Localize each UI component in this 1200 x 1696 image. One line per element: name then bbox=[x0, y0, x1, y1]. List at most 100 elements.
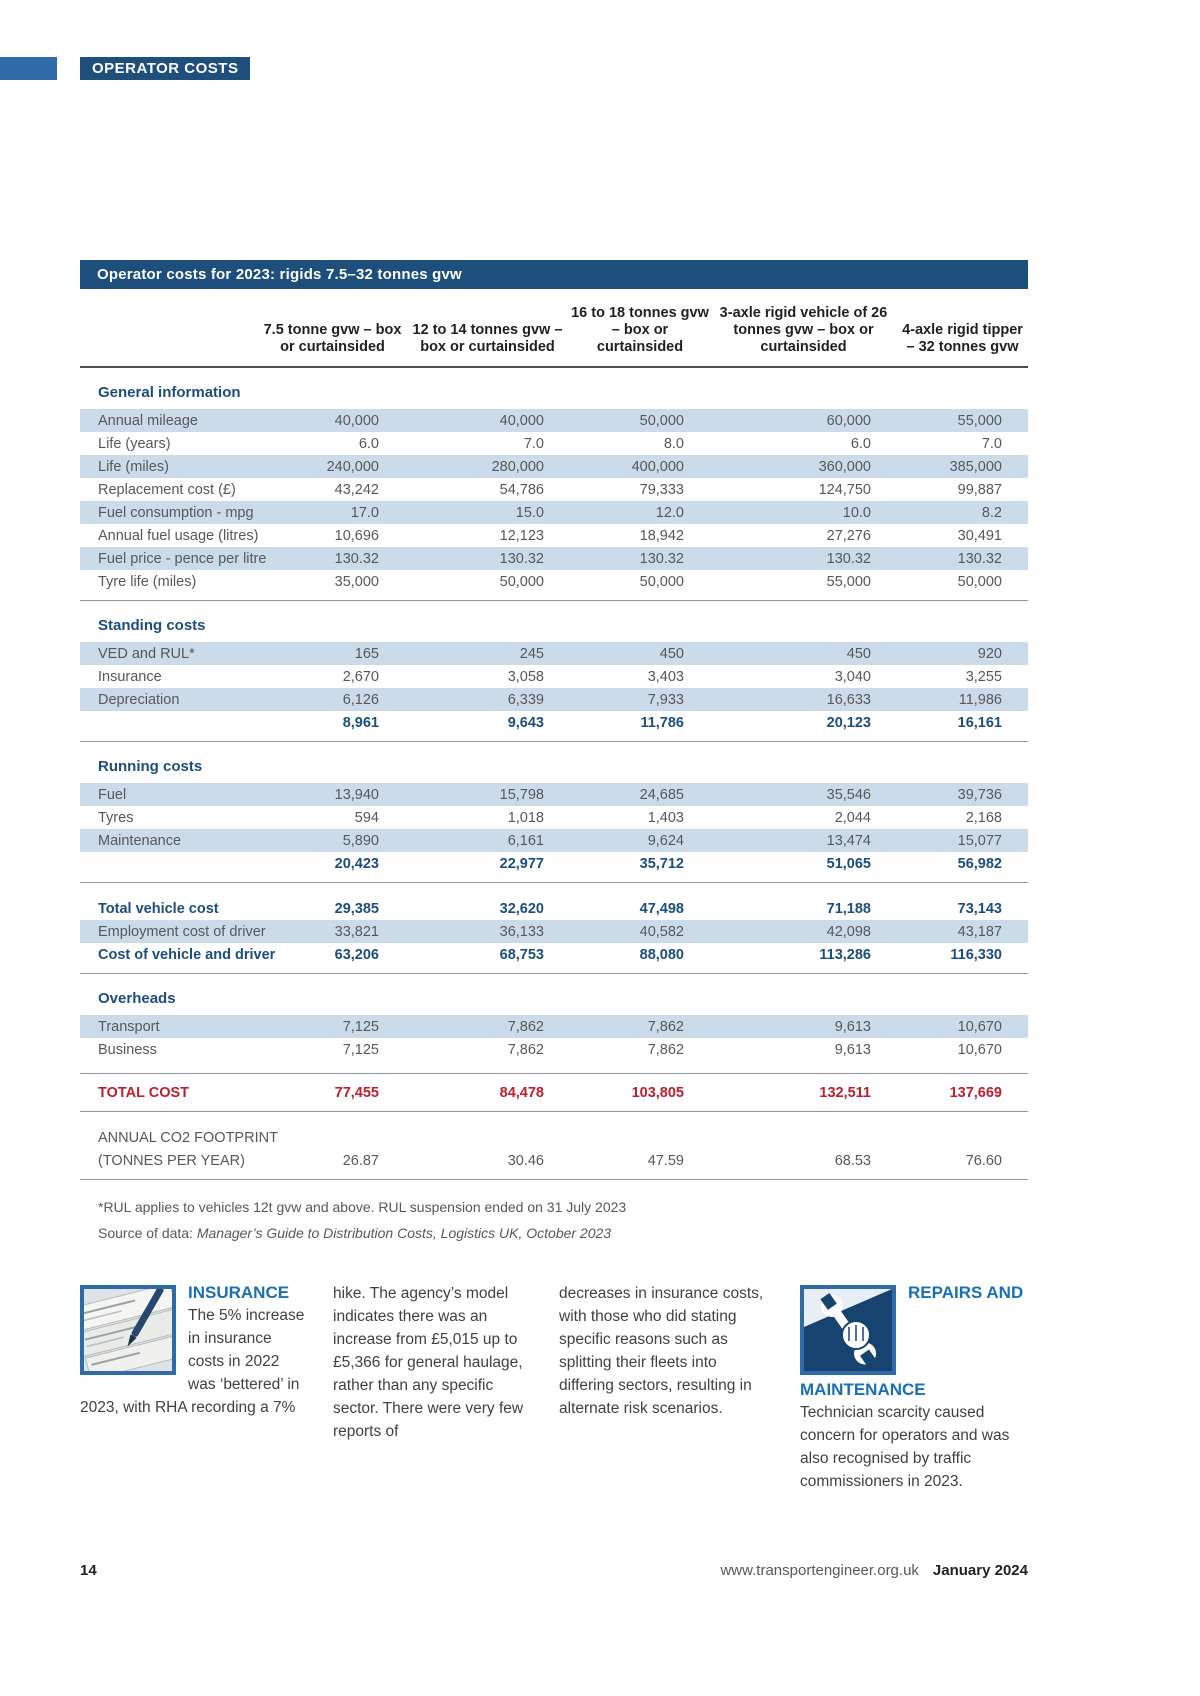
cell-value: 2,044 bbox=[834, 809, 871, 826]
table-row: Cost of vehicle and driver 63,206 68,753 88… bbox=[80, 943, 1028, 974]
cell-value: 20,423 bbox=[334, 855, 379, 872]
cell-value: 450 bbox=[846, 645, 871, 662]
cell-value: 130.32 bbox=[957, 550, 1002, 567]
cell-value: 1,018 bbox=[507, 809, 544, 826]
row-label: Annual mileage bbox=[98, 412, 198, 429]
cell-value: 15,077 bbox=[957, 832, 1002, 849]
cell-value: 7,933 bbox=[647, 691, 684, 708]
cell-value: 8.2 bbox=[981, 504, 1002, 521]
cell-value: 130.32 bbox=[499, 550, 544, 567]
documents-pen-icon bbox=[84, 1289, 172, 1371]
row-label: Tyres bbox=[98, 809, 134, 826]
cell-value: 10,670 bbox=[957, 1041, 1002, 1058]
table-row: Life (miles) 240,000 280,000 400,000 360,000… bbox=[80, 455, 1028, 478]
cell-value: 5,890 bbox=[342, 832, 379, 849]
cell-value: 124,750 bbox=[818, 481, 871, 498]
cell-value: 9,613 bbox=[834, 1041, 871, 1058]
cell-value: 54,786 bbox=[499, 481, 544, 498]
cell-value: 7,125 bbox=[342, 1018, 379, 1035]
row-label: Fuel price - pence per litre bbox=[98, 550, 267, 567]
insurance-heading: INSURANCE bbox=[188, 1283, 290, 1302]
row-label: Maintenance bbox=[98, 832, 182, 849]
cell-value: 6.0 bbox=[850, 435, 871, 452]
story-section: INSURANCE The 5% increase in insurance c… bbox=[80, 1282, 1028, 1493]
source-prefix: Source of data: bbox=[98, 1225, 197, 1241]
table-row: Fuel price - pence per litre 130.32 130.32… bbox=[80, 547, 1028, 570]
cell-value: 40,582 bbox=[639, 923, 684, 940]
operator-costs-table: Operator costs for 2023: rigids 7.5–32 t… bbox=[80, 260, 1028, 1246]
cell-value: 7,862 bbox=[507, 1041, 544, 1058]
cell-value: 7.0 bbox=[523, 435, 544, 452]
table-row: Insurance 2,670 3,058 3,403 3,040 3,255 bbox=[80, 665, 1028, 688]
cell-value: 20,123 bbox=[826, 714, 871, 731]
cell-value: 7,862 bbox=[507, 1018, 544, 1035]
cell-value: 13,940 bbox=[334, 786, 379, 803]
cell-value: 9,643 bbox=[507, 714, 544, 731]
cell-value: 76.60 bbox=[965, 1152, 1002, 1169]
cell-value: 1,403 bbox=[647, 809, 684, 826]
cell-value: 55,000 bbox=[826, 573, 871, 590]
cell-value: 73,143 bbox=[957, 900, 1002, 917]
cell-value: 116,330 bbox=[950, 946, 1002, 963]
footer-issue-date: January 2024 bbox=[932, 1562, 1028, 1579]
column-header: 12 to 14 tonnes gvw – box or curtainside… bbox=[412, 322, 563, 355]
cell-value: 8.0 bbox=[663, 435, 684, 452]
table-row: Fuel consumption - mpg 17.0 15.0 12.0 10.0 8.… bbox=[80, 501, 1028, 524]
cell-value: 245 bbox=[519, 645, 544, 662]
source-title: Manager’s Guide to Distribution Costs, L… bbox=[196, 1225, 612, 1241]
cell-value: 12,123 bbox=[499, 527, 544, 544]
cell-value: 3,058 bbox=[507, 668, 544, 685]
cell-value: 51,065 bbox=[826, 855, 871, 872]
cell-value: 24,685 bbox=[639, 786, 684, 803]
cell-value: 99,887 bbox=[957, 481, 1002, 498]
cell-value: 400,000 bbox=[631, 458, 684, 475]
cell-value: 50,000 bbox=[499, 573, 544, 590]
cell-value: 30.46 bbox=[507, 1152, 544, 1169]
cell-value: 7.0 bbox=[981, 435, 1002, 452]
row-label: Replacement cost (£) bbox=[98, 481, 236, 498]
cell-value: 35,546 bbox=[826, 786, 871, 803]
column-header: 4-axle rigid tipper – 32 tonnes gvw bbox=[902, 322, 1023, 355]
cell-value: 33,821 bbox=[334, 923, 379, 940]
cell-value: 920 bbox=[977, 645, 1002, 662]
cell-value: 2,670 bbox=[342, 668, 379, 685]
row-label: Fuel consumption - mpg bbox=[98, 504, 254, 521]
row-label: Depreciation bbox=[98, 691, 180, 708]
table-row: Total vehicle cost 29,385 32,620 47,498 71,1… bbox=[80, 897, 1028, 920]
table-row: Annual fuel usage (litres) 10,696 12,123 18… bbox=[80, 524, 1028, 547]
cell-value: 7,862 bbox=[647, 1018, 684, 1035]
row-label: Annual fuel usage (litres) bbox=[98, 527, 259, 544]
cell-value: 42,098 bbox=[826, 923, 871, 940]
row-label: Tyre life (miles) bbox=[98, 573, 197, 590]
table-row: Depreciation 6,126 6,339 7,933 16,633 11,986 bbox=[80, 688, 1028, 711]
table-section-heading: General information bbox=[98, 384, 241, 401]
cell-value: 60,000 bbox=[826, 412, 871, 429]
cell-value: 137,669 bbox=[949, 1084, 1002, 1101]
cell-value: 10,696 bbox=[334, 527, 379, 544]
cell-value: 43,187 bbox=[957, 923, 1002, 940]
cell-value: 594 bbox=[354, 809, 379, 826]
row-label: ANNUAL CO2 FOOTPRINT bbox=[98, 1129, 278, 1146]
table-section-heading: Overheads bbox=[98, 990, 176, 1007]
cell-value: 84,478 bbox=[499, 1084, 544, 1101]
table-footnotes: *RUL applies to vehicles 12t gvw and abo… bbox=[80, 1194, 1028, 1246]
cell-value: 40,000 bbox=[499, 412, 544, 429]
cell-value: 6.0 bbox=[358, 435, 379, 452]
table-row: Employment cost of driver 33,821 36,133 40,… bbox=[80, 920, 1028, 943]
cell-value: 47,498 bbox=[639, 900, 684, 917]
table-column-headers: 7.5 tonne gvw – box or curtainsided 12 to… bbox=[80, 289, 1028, 368]
table-row: ANNUAL CO2 FOOTPRINT bbox=[80, 1126, 1028, 1149]
cell-value: 43,242 bbox=[334, 481, 379, 498]
row-label: Employment cost of driver bbox=[98, 923, 266, 940]
footer-website: www.transportengineer.org.uk bbox=[720, 1562, 919, 1579]
row-label: Life (miles) bbox=[98, 458, 169, 475]
cell-value: 88,080 bbox=[639, 946, 684, 963]
story-column-3: decreases in insurance costs, with those… bbox=[559, 1282, 772, 1493]
row-label: VED and RUL* bbox=[98, 645, 195, 662]
cell-value: 63,206 bbox=[334, 946, 379, 963]
cell-value: 16,161 bbox=[957, 714, 1002, 731]
cell-value: 35,712 bbox=[639, 855, 684, 872]
repairs-illustration bbox=[800, 1285, 896, 1375]
cell-value: 6,339 bbox=[507, 691, 544, 708]
